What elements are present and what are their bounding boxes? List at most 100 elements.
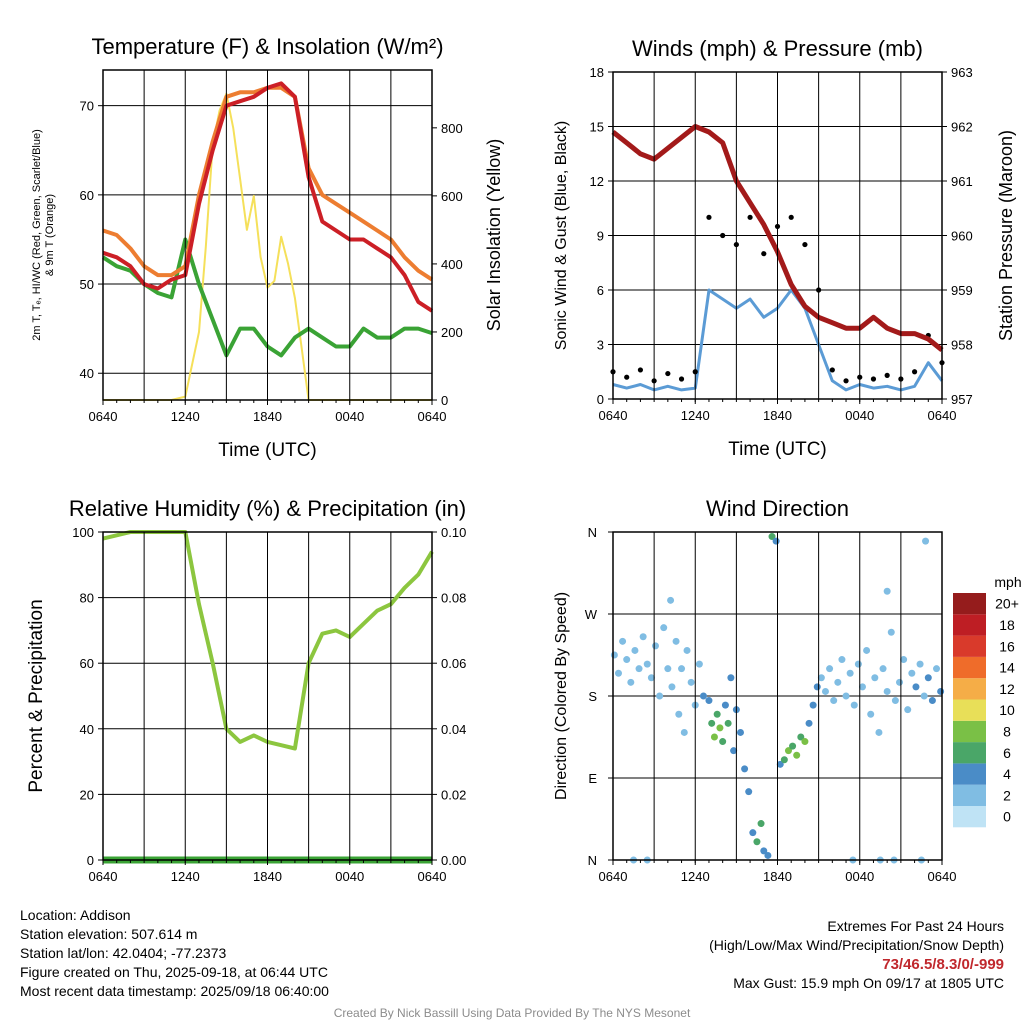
legend-swatch bbox=[953, 635, 986, 657]
legend-label: 2 bbox=[1003, 787, 1011, 803]
direction-point bbox=[922, 537, 930, 545]
precip-y-axis-tick-label: 0.06 bbox=[441, 656, 466, 671]
direction-point bbox=[631, 646, 639, 654]
x-tick-label: 1840 bbox=[763, 408, 792, 423]
direction-point bbox=[639, 633, 647, 641]
pressure-y-axis-tick-label: 959 bbox=[951, 283, 973, 298]
direction-point bbox=[900, 656, 908, 664]
x-tick-label: 0040 bbox=[335, 409, 364, 424]
x-axis-label: Time (UTC) bbox=[728, 439, 827, 460]
temp-y-axis-tick-label: 70 bbox=[80, 99, 94, 114]
direction-point bbox=[664, 665, 672, 673]
rh-y-axis-tick-label: 60 bbox=[80, 656, 94, 671]
wind-gust-point bbox=[706, 214, 712, 220]
direction-tick-label: N bbox=[588, 525, 597, 540]
x-tick-label: 0640 bbox=[89, 869, 118, 884]
created-text: Figure created on Thu, 2025-09-18, at 06… bbox=[20, 964, 328, 980]
direction-point bbox=[619, 637, 627, 645]
pressure-y-axis-tick-label: 958 bbox=[951, 338, 973, 353]
direction-point bbox=[672, 637, 680, 645]
precip-y-axis-tick-label: 0.02 bbox=[441, 787, 466, 802]
direction-point bbox=[623, 656, 631, 664]
legend-swatch bbox=[953, 742, 986, 764]
chart-title: Winds (mph) & Pressure (mb) bbox=[632, 36, 923, 61]
direction-point bbox=[797, 733, 805, 741]
direction-point bbox=[745, 788, 753, 796]
direction-point bbox=[667, 596, 675, 604]
direction-point bbox=[784, 747, 792, 755]
direction-point bbox=[713, 710, 721, 718]
direction-point bbox=[780, 756, 788, 764]
direction-point bbox=[789, 742, 797, 750]
legend-label: 18 bbox=[999, 617, 1015, 633]
direction-point bbox=[879, 665, 887, 673]
direction-point bbox=[912, 683, 920, 691]
direction-point bbox=[871, 674, 879, 682]
insolation-y-axis-tick-label: 600 bbox=[441, 189, 463, 204]
rh-y-axis-label: Percent & Precipitation bbox=[26, 599, 47, 792]
direction-point bbox=[705, 697, 713, 705]
direction-point bbox=[660, 624, 668, 632]
rh-y-axis-tick-label: 80 bbox=[80, 591, 94, 606]
direction-point bbox=[768, 533, 776, 541]
direction-point bbox=[730, 747, 738, 755]
legend-label: 12 bbox=[999, 681, 1015, 697]
latlon-text: Station lat/lon: 42.0404; -77.2373 bbox=[20, 945, 227, 961]
direction-point bbox=[683, 646, 691, 654]
direction-point bbox=[883, 687, 891, 695]
direction-point bbox=[875, 728, 883, 736]
direction-point bbox=[699, 692, 707, 700]
direction-point bbox=[721, 701, 729, 709]
legend-swatch bbox=[953, 656, 986, 679]
direction-point bbox=[805, 719, 813, 727]
chart-title: Relative Humidity (%) & Precipitation (i… bbox=[69, 496, 466, 521]
wind-y-axis-label: Sonic Wind & Gust (Blue, Black) bbox=[553, 121, 570, 350]
wind-gust-point bbox=[788, 214, 794, 220]
direction-point bbox=[838, 656, 846, 664]
precip-y-axis-tick-label: 0.04 bbox=[441, 722, 466, 737]
direction-point bbox=[678, 665, 686, 673]
direction-point bbox=[716, 724, 724, 732]
legend-label: 10 bbox=[999, 702, 1015, 718]
wind-gust-point bbox=[884, 372, 890, 378]
direction-point bbox=[719, 738, 727, 746]
direction-point bbox=[896, 678, 904, 686]
direction-tick-label: N bbox=[588, 853, 597, 868]
credit-text: Created By Nick Bassill Using Data Provi… bbox=[333, 1006, 691, 1020]
elevation-text: Station elevation: 507.614 m bbox=[20, 926, 198, 942]
legend-swatch bbox=[953, 784, 986, 806]
direction-point bbox=[710, 733, 718, 741]
insolation-y-axis-tick-label: 800 bbox=[441, 121, 463, 136]
direction-point bbox=[850, 701, 858, 709]
wind-gust-point bbox=[870, 376, 877, 382]
direction-point bbox=[647, 674, 655, 682]
direction-point bbox=[933, 665, 941, 673]
extremes-subtitle: (High/Low/Max Wind/Precipitation/Snow De… bbox=[709, 937, 1004, 953]
direction-point bbox=[821, 687, 829, 695]
wind-y-axis-tick-label: 15 bbox=[590, 120, 604, 135]
x-tick-label: 0640 bbox=[418, 409, 447, 424]
legend-swatch bbox=[953, 593, 986, 615]
x-tick-label: 0640 bbox=[599, 869, 628, 884]
x-tick-label: 0640 bbox=[928, 869, 957, 884]
x-tick-label: 1840 bbox=[253, 869, 282, 884]
pressure-y-axis-tick-label: 960 bbox=[951, 229, 973, 244]
legend-label: 20+ bbox=[995, 596, 1019, 612]
insolation-y-axis-tick-label: 400 bbox=[441, 257, 463, 272]
direction-point bbox=[757, 820, 765, 828]
direction-point bbox=[834, 678, 842, 686]
wind-y-axis-tick-label: 9 bbox=[597, 229, 604, 244]
timestamp-text: Most recent data timestamp: 2025/09/18 0… bbox=[20, 983, 329, 999]
chart-title: Wind Direction bbox=[706, 496, 849, 521]
precip-y-axis-tick-label: 0.08 bbox=[441, 591, 466, 606]
direction-point bbox=[680, 728, 688, 736]
legend-swatch bbox=[953, 763, 986, 785]
wind-y-axis-tick-label: 6 bbox=[597, 283, 604, 298]
direction-point bbox=[916, 660, 924, 668]
pressure-y-axis-tick-label: 957 bbox=[951, 392, 973, 407]
wind-y-axis-tick-label: 0 bbox=[597, 392, 604, 407]
direction-point bbox=[651, 642, 659, 650]
pressure-y-axis-label: Station Pressure (Maroon) bbox=[996, 130, 1016, 341]
x-tick-label: 1840 bbox=[763, 869, 792, 884]
direction-point bbox=[842, 692, 850, 700]
